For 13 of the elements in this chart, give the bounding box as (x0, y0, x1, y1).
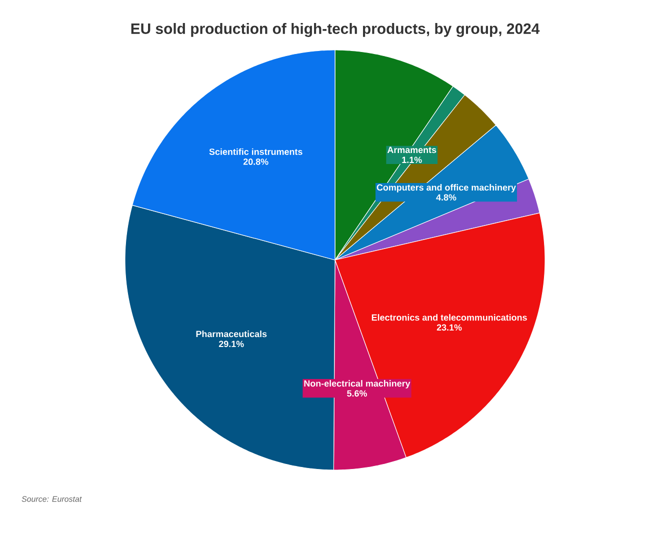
slice-label: Non-electrical machinery (304, 380, 410, 388)
data-label: 4.8% (436, 194, 456, 201)
slice-label: Scientific instruments (209, 148, 302, 155)
slice-label: Armaments (387, 146, 436, 154)
data-label: 29.1% (218, 340, 244, 348)
data-label: 20.8% (243, 158, 268, 165)
slice-label: Electronics and telecommunications (372, 314, 527, 321)
slice-label: Computers and office machinery (376, 184, 516, 192)
data-label: 23.1% (436, 324, 462, 331)
slice-label: Pharmaceuticals (196, 330, 267, 338)
data-label: 1.1% (402, 156, 422, 164)
chart-title: EU sold production of high-tech products, by group, 2024 (131, 22, 540, 37)
data-label: 5.6% (347, 390, 367, 397)
